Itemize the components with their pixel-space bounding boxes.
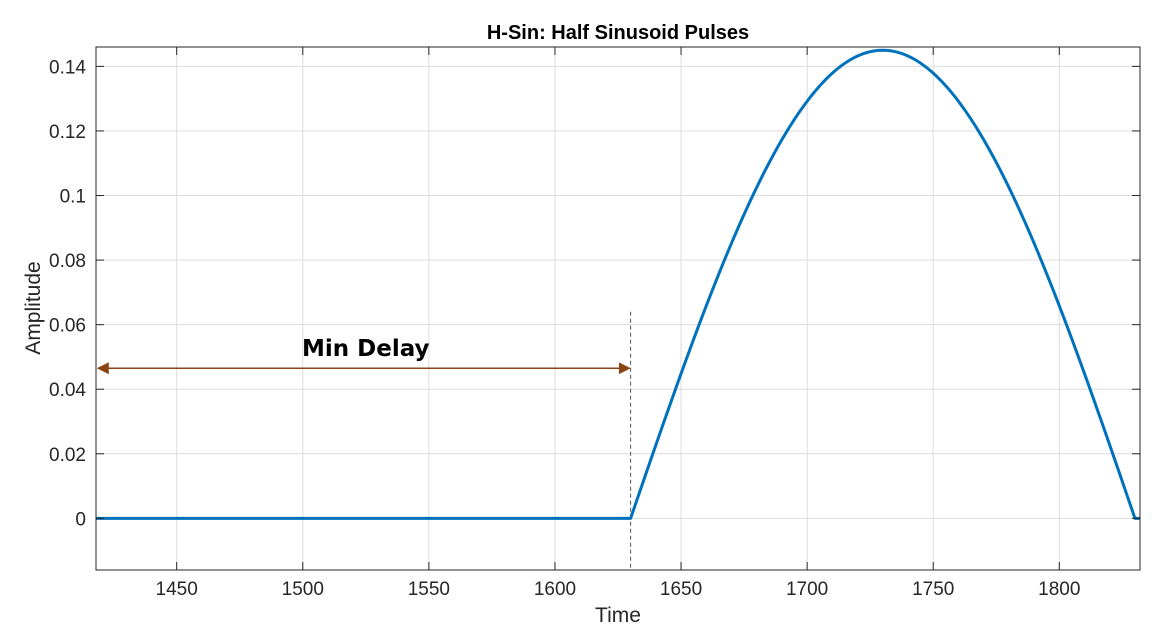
y-tick-label: 0.08 xyxy=(49,251,86,272)
x-tick-label: 1500 xyxy=(282,579,324,600)
x-tick-label: 1450 xyxy=(156,579,198,600)
y-tick-label: 0.06 xyxy=(49,316,86,337)
chart-title: H-Sin: Half Sinusoid Pulses xyxy=(487,22,749,44)
min-delay-label: Min Delay xyxy=(302,336,430,362)
series-line xyxy=(96,48,1140,520)
x-axis-label: Time xyxy=(595,604,641,627)
y-tick-label: 0.1 xyxy=(60,187,86,208)
x-tick-label: 1600 xyxy=(534,579,576,600)
plot-frame xyxy=(95,46,1141,571)
series-group xyxy=(96,48,1140,520)
y-axis-label: Amplitude xyxy=(22,261,45,354)
y-tick-label: 0.14 xyxy=(49,57,86,78)
y-tick-label: 0.02 xyxy=(49,445,86,466)
grid xyxy=(96,47,1140,570)
ticks: 1450 1500 1550 1600 1650 1700 1750 1800 0 0.02 0.0… xyxy=(49,47,1140,600)
x-tick-label: 1700 xyxy=(786,579,828,600)
plot-background xyxy=(96,47,1140,570)
x-tick-label: 1750 xyxy=(912,579,954,600)
annotations: Min Delay xyxy=(96,311,632,570)
x-tick-label: 1650 xyxy=(660,579,702,600)
x-tick-label: 1550 xyxy=(408,579,450,600)
y-tick-label: 0.04 xyxy=(49,380,86,401)
y-tick-label: 0 xyxy=(75,509,86,530)
y-tick-label: 0.12 xyxy=(49,122,86,143)
x-tick-label: 1800 xyxy=(1038,579,1080,600)
